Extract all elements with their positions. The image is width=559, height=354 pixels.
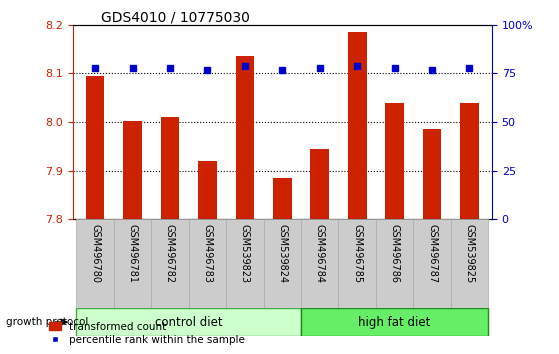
Bar <box>198 161 217 219</box>
Bar <box>86 76 105 219</box>
Text: GSM496782: GSM496782 <box>165 224 175 283</box>
Bar <box>385 103 404 219</box>
Bar <box>235 56 254 219</box>
Bar <box>123 121 142 219</box>
Text: GSM496783: GSM496783 <box>202 224 212 283</box>
Bar <box>376 219 413 308</box>
Bar <box>189 219 226 308</box>
Text: GSM496780: GSM496780 <box>90 224 100 283</box>
Bar <box>413 219 451 308</box>
Text: GSM496786: GSM496786 <box>390 224 400 283</box>
Bar <box>77 219 114 308</box>
Bar <box>423 130 442 219</box>
Text: GSM539824: GSM539824 <box>277 224 287 283</box>
Bar <box>301 219 338 308</box>
Text: control diet: control diet <box>155 316 222 329</box>
Text: GSM539823: GSM539823 <box>240 224 250 283</box>
Bar <box>77 308 301 336</box>
Text: GSM496787: GSM496787 <box>427 224 437 283</box>
Text: GDS4010 / 10775030: GDS4010 / 10775030 <box>101 11 249 25</box>
Bar <box>226 219 264 308</box>
Bar <box>310 149 329 219</box>
Bar <box>114 219 151 308</box>
Text: high fat diet: high fat diet <box>358 316 431 329</box>
Bar <box>348 32 367 219</box>
Text: GSM496784: GSM496784 <box>315 224 325 283</box>
Bar <box>273 178 292 219</box>
Text: GSM496781: GSM496781 <box>127 224 138 283</box>
Text: GSM496785: GSM496785 <box>352 224 362 283</box>
Bar <box>160 117 179 219</box>
Bar <box>338 219 376 308</box>
Bar <box>451 219 488 308</box>
Bar <box>151 219 189 308</box>
Legend: transformed count, percentile rank within the sample: transformed count, percentile rank withi… <box>44 317 249 349</box>
Bar <box>301 308 488 336</box>
Text: GSM539825: GSM539825 <box>465 224 475 283</box>
Bar <box>460 103 479 219</box>
Text: growth protocol: growth protocol <box>6 317 88 327</box>
Bar <box>264 219 301 308</box>
